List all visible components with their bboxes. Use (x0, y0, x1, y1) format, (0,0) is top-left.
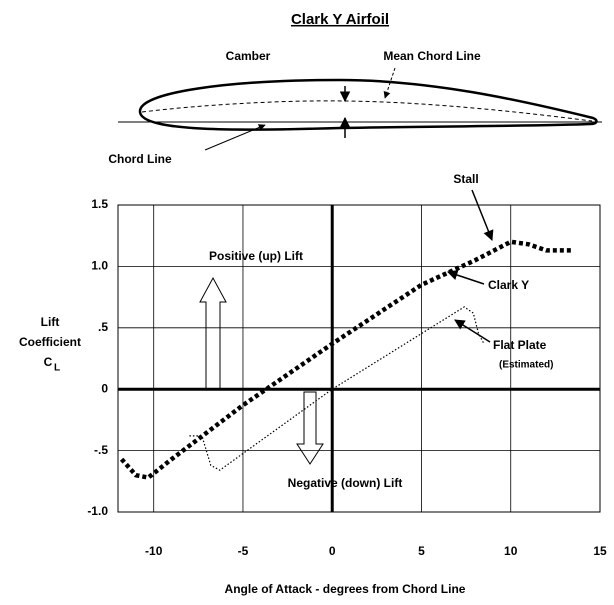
annotation: Positive (up) Lift (209, 249, 303, 263)
annotation: (Estimated) (499, 360, 553, 371)
x-tick-label: -10 (145, 544, 163, 558)
x-tick-label: 5 (418, 544, 425, 558)
diagram-label: Camber (226, 49, 271, 63)
y-tick-label: .5 (98, 320, 108, 334)
pointer (448, 272, 484, 284)
x-tick-label: 0 (329, 544, 336, 558)
annotation: Stall (453, 172, 478, 186)
airfoil-diagram (118, 68, 602, 150)
chart-title: Clark Y Airfoil (291, 11, 389, 28)
x-axis-label: Angle of Attack - degrees from Chord Lin… (225, 582, 466, 596)
lift-arrow-up (200, 278, 226, 390)
x-tick-label: 10 (504, 544, 518, 558)
y-axis-label: L (54, 363, 60, 374)
y-axis-label: C (44, 355, 53, 369)
diagram-label: Mean Chord Line (383, 49, 481, 63)
pointer (455, 320, 490, 342)
lift-arrow-down (297, 392, 323, 464)
plot-area (118, 205, 600, 512)
pointer (472, 190, 492, 240)
y-tick-label: 1.5 (91, 197, 108, 211)
annotation: Negative (down) Lift (288, 476, 403, 490)
y-tick-label: 1.0 (91, 259, 108, 273)
y-tick-label: -1.0 (87, 504, 108, 518)
series-label: Flat Plate (493, 338, 547, 352)
x-tick-label: 15 (593, 544, 607, 558)
y-tick-label: -.5 (94, 443, 108, 457)
diagram-label: Chord Line (108, 152, 172, 166)
y-tick-label: 0 (101, 381, 108, 395)
y-axis-label: Coefficient (19, 335, 81, 349)
series-label: Clark Y (488, 278, 529, 292)
x-tick-label: -5 (238, 544, 249, 558)
chart: Clark Y Airfoil Camber Mean Chord Line C… (0, 0, 614, 605)
y-axis-label: Lift (41, 315, 60, 329)
